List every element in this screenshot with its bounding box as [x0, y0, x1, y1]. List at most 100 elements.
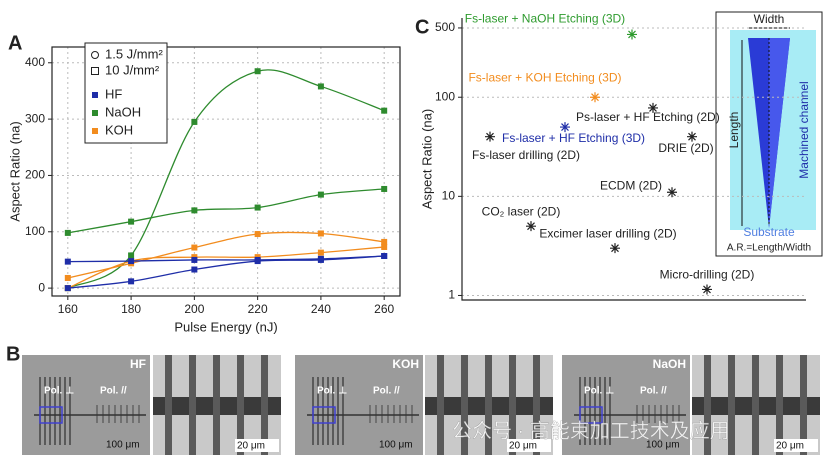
y-tick-label: 10: [442, 189, 456, 203]
point-label: Fs-laser + KOH Etching (3D): [468, 70, 621, 84]
micrograph-low: [295, 355, 423, 455]
point-label: ECDM (2D): [600, 178, 662, 192]
data-point: [64, 229, 71, 236]
data-point: [317, 249, 324, 256]
plot-frame: [51, 46, 401, 297]
data-point: [191, 266, 198, 273]
micrograph-low: [22, 355, 150, 455]
channel-wall: [261, 355, 268, 455]
data-point: [381, 107, 388, 114]
channel-wall: [165, 355, 172, 455]
inset-text: Machined channel: [797, 81, 811, 178]
data-point: [64, 274, 71, 281]
scale-label: 20 μm: [776, 441, 804, 452]
watermark: 公众号 · 高能束加工技术及应用: [452, 419, 730, 442]
pol-label: Pol. //: [373, 386, 400, 397]
panel-label: A: [8, 32, 22, 54]
channel-wall: [509, 355, 516, 455]
legend-label: KOH: [105, 122, 133, 137]
image-label: HF: [130, 357, 146, 371]
x-tick-label: 260: [374, 302, 394, 316]
legend-marker: [92, 110, 98, 116]
roi-box: [39, 406, 63, 424]
data-point: [590, 92, 600, 103]
panel-label: C: [415, 16, 429, 38]
data-point: [128, 278, 135, 285]
y-axis-label: Aspect Ratio (na): [419, 109, 434, 209]
pol-label: Pol. ⊥: [584, 386, 614, 397]
series-line: [67, 246, 385, 289]
roi-box: [579, 406, 603, 424]
y-tick-label: 100: [435, 89, 455, 103]
scale-label: 20 μm: [237, 441, 265, 452]
data-point: [648, 102, 658, 113]
data-point: [128, 258, 135, 265]
x-tick-label: 200: [184, 302, 204, 316]
y-axis-label: Aspect Ratio (na): [7, 121, 22, 221]
data-point: [64, 258, 71, 265]
micrograph-low: [562, 355, 690, 455]
inset: Width Length Machined channel Substrate …: [715, 11, 823, 257]
data-point: [254, 256, 261, 263]
inset-text: A.R.=Length/Width: [727, 243, 811, 254]
channel-shade: [769, 38, 790, 228]
data-point: [317, 230, 324, 237]
pol-label: Pol. ⊥: [44, 386, 74, 397]
data-point: [667, 187, 677, 198]
point-label: Ps-laser + HF Etching (2D): [576, 110, 720, 124]
series-line: [67, 255, 385, 263]
data-point: [687, 131, 697, 142]
data-point: [381, 253, 388, 260]
legend-marker: [91, 51, 99, 59]
inset-text: Length: [727, 112, 741, 149]
x-tick-label: 160: [58, 302, 78, 316]
scale-bg: [235, 439, 279, 452]
series-line: [67, 188, 385, 234]
scale-label: 100 μm: [106, 440, 140, 451]
pol-label: Pol. ⊥: [317, 386, 347, 397]
data-point: [317, 255, 324, 262]
legend-frame: [84, 42, 168, 144]
point-label: Fs-laser + HF Etching (3D): [502, 131, 645, 145]
channel-wall: [533, 355, 540, 455]
channel-wall: [800, 355, 807, 455]
data-point: [254, 231, 261, 238]
data-point: [254, 68, 261, 75]
scale-label: 100 μm: [379, 440, 413, 451]
data-point: [317, 191, 324, 198]
x-tick-label: 220: [248, 302, 268, 316]
legend-label: 10 J/mm²: [105, 62, 160, 77]
channel-wall: [213, 355, 220, 455]
channel-wall: [776, 355, 783, 455]
scale-label: 100 μm: [646, 440, 680, 451]
channel-wall: [461, 355, 468, 455]
inset-text: Width: [754, 12, 785, 26]
legend-label: HF: [105, 86, 122, 101]
point-label: DRIE (2D): [658, 141, 713, 155]
y-tick-label: 200: [25, 168, 45, 182]
data-point: [191, 118, 198, 125]
panel-label: B: [6, 343, 20, 365]
data-point: [128, 218, 135, 225]
y-tick-label: 300: [25, 111, 45, 125]
data-point: [485, 131, 495, 142]
data-point: [702, 284, 712, 295]
data-point: [191, 244, 198, 251]
channel-wall: [237, 355, 244, 455]
data-point: [560, 122, 570, 133]
legend-label: NaOH: [105, 104, 141, 119]
y-tick-label: 0: [38, 280, 45, 294]
pol-label: Pol. //: [100, 386, 127, 397]
y-tick-label: 100: [25, 224, 45, 238]
data-point: [381, 243, 388, 250]
series-line: [67, 255, 385, 289]
data-point: [627, 29, 637, 40]
legend-marker: [92, 128, 98, 134]
channel-wall: [437, 355, 444, 455]
pol-label: Pol. //: [640, 386, 667, 397]
legend-marker: [92, 92, 98, 98]
image-label: NaOH: [653, 357, 686, 371]
x-tick-label: 180: [121, 302, 141, 316]
point-label: Excimer laser drilling (2D): [539, 226, 676, 240]
